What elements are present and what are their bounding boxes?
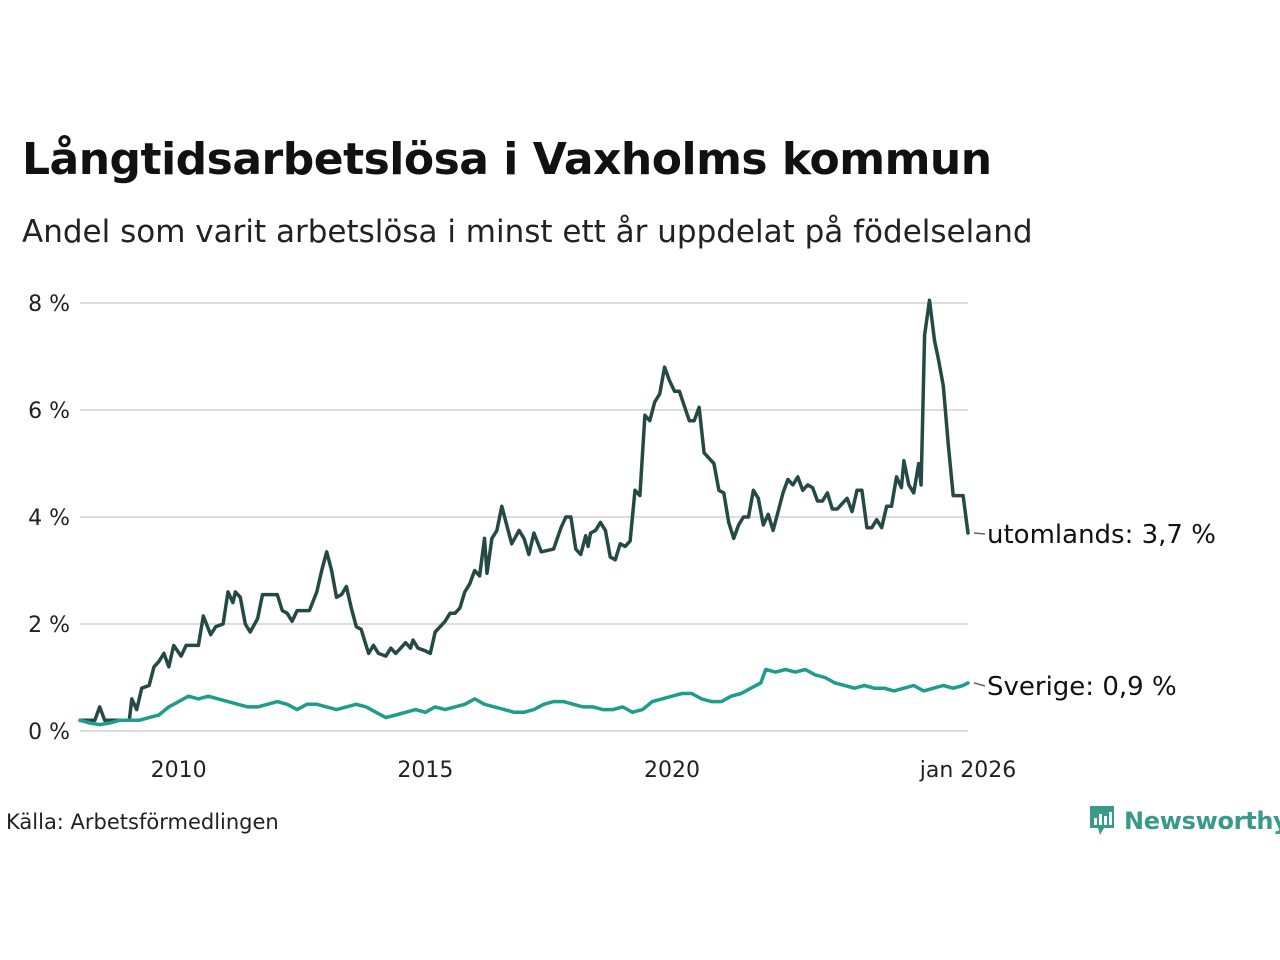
newsworthy-logo-icon xyxy=(1090,806,1114,835)
series-label-sverige: Sverige: 0,9 % xyxy=(987,672,1177,702)
y-tick-label: 8 % xyxy=(28,292,70,317)
y-tick-label: 2 % xyxy=(28,613,70,638)
brand-logo[interactable]: Newsworthy xyxy=(1088,804,1280,838)
series-label-utomlands: utomlands: 3,7 % xyxy=(987,520,1216,550)
chart-title: Långtidsarbetslösa i Vaxholms kommun xyxy=(22,134,992,185)
x-tick-label: 2015 xyxy=(397,758,453,783)
brand-name: Newsworthy xyxy=(1124,807,1280,835)
series-line-sverige xyxy=(78,667,970,727)
y-tick-label: 4 % xyxy=(28,506,70,531)
source-note: Källa: Arbetsförmedlingen xyxy=(6,810,279,834)
series-label-leader xyxy=(973,682,986,687)
x-tick-label: jan 2026 xyxy=(919,758,1017,783)
y-tick-label: 0 % xyxy=(28,720,70,745)
series-line-utomlands xyxy=(78,298,970,723)
x-tick-label: 2010 xyxy=(151,758,207,783)
chart-subtitle: Andel som varit arbetslösa i minst ett å… xyxy=(22,214,1033,250)
x-tick-label: 2020 xyxy=(644,758,700,783)
y-tick-label: 6 % xyxy=(28,399,70,424)
series-label-leader xyxy=(973,532,986,535)
